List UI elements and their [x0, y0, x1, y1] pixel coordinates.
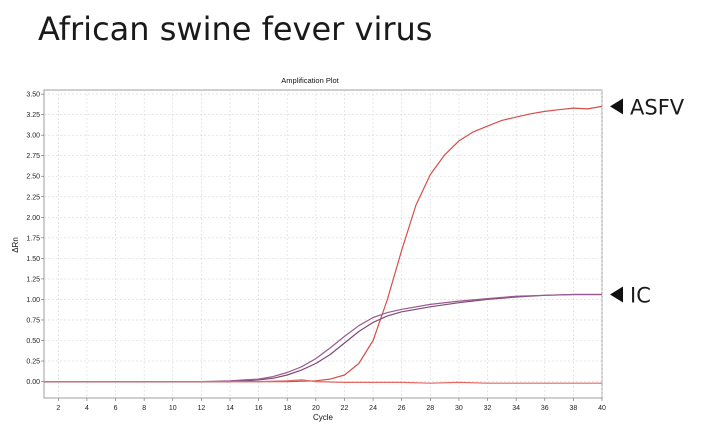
x-tick-label: 22 [341, 405, 349, 412]
x-tick-label: 2 [56, 405, 60, 412]
x-tick-label: 30 [455, 405, 463, 412]
x-tick-label: 26 [398, 405, 406, 412]
y-tick-label: 3.50 [26, 92, 40, 99]
series-line-trace-4 [44, 379, 602, 384]
x-tick-label: 14 [226, 405, 234, 412]
y-tick-label: 2.75 [26, 153, 40, 160]
y-tick-label: 1.75 [26, 235, 40, 242]
y-tick-label: 2.00 [26, 215, 40, 222]
plot-background [43, 89, 603, 399]
y-tick-label: 3.25 [26, 112, 40, 119]
y-tick-label: 2.25 [26, 194, 40, 201]
x-tick-label: 12 [197, 405, 205, 412]
x-tick-label: 24 [369, 405, 377, 412]
x-tick-label: 8 [142, 405, 146, 412]
annotation-arrow-icon [610, 98, 623, 115]
x-tick-label: 10 [169, 405, 177, 412]
x-tick-label: 16 [255, 405, 263, 412]
y-tick-label: 3.00 [26, 133, 40, 140]
annotation-label-ic: IC [630, 284, 651, 308]
y-tick-label: 0.25 [26, 359, 40, 366]
y-tick-label: 1.25 [26, 276, 40, 283]
annotation-arrow-icon [610, 286, 623, 303]
y-tick-label: 0.50 [26, 338, 40, 345]
x-tick-label: 38 [569, 405, 577, 412]
y-axis-title: ΔRn [11, 237, 20, 253]
series-line-ic [44, 293, 602, 383]
y-tick-label: 0.75 [26, 317, 40, 324]
x-tick-label: 4 [85, 405, 89, 412]
x-tick-label: 6 [114, 405, 118, 412]
y-tick-label: 1.00 [26, 297, 40, 304]
x-tick-label: 32 [484, 405, 492, 412]
x-axis-title: Cycle [313, 413, 334, 422]
x-tick-label: 34 [512, 405, 520, 412]
annotation-label-asfv: ASFV [630, 95, 685, 119]
series-line-trace-3 [44, 293, 602, 383]
x-tick-label: 40 [598, 405, 606, 412]
y-tick-label: 0.00 [26, 379, 40, 386]
x-tick-label: 20 [312, 405, 320, 412]
y-tick-label: 1.50 [26, 256, 40, 263]
x-tick-label: 36 [541, 405, 549, 412]
page-title: African swine fever virus [38, 10, 433, 48]
y-tick-label: 2.50 [26, 174, 40, 181]
series-line-asfv [44, 105, 603, 383]
x-tick-label: 28 [426, 405, 434, 412]
plot-title: Amplification Plot [281, 76, 339, 85]
x-tick-label: 18 [283, 405, 291, 412]
